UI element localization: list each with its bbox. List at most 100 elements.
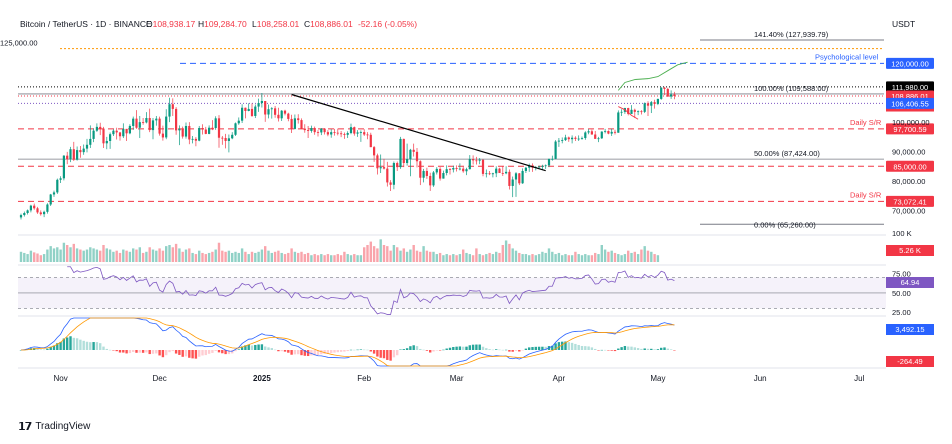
x-tick-label: May (650, 374, 665, 383)
candle-body (340, 133, 343, 135)
volume-bar (158, 248, 161, 262)
volume-bar (224, 251, 227, 262)
candle-body (379, 167, 382, 169)
macd-hist-bar (508, 350, 511, 352)
candle-body (280, 110, 283, 119)
macd-hist-bar (646, 348, 650, 350)
macd-hist-bar (155, 350, 158, 354)
candle-body (241, 107, 244, 121)
macd-hist-bar (594, 348, 597, 350)
volume-bar (584, 254, 587, 262)
candle-body (128, 125, 131, 134)
volume-bar (257, 251, 260, 262)
macd-hist-bar (346, 350, 349, 352)
macd-hist-bar (554, 343, 557, 350)
candle-body (389, 182, 392, 185)
macd-hist-bar (283, 350, 287, 352)
candle-body (406, 159, 409, 164)
candle-body (161, 133, 164, 138)
volume-bar (580, 255, 584, 262)
volume-bar (643, 246, 646, 262)
candle-body (574, 137, 577, 139)
volume-bar (603, 249, 607, 262)
volume-bar (656, 255, 660, 262)
footer: 𝟭𝟳 TradingView (18, 420, 90, 433)
macd-hist-bar (303, 350, 306, 356)
candle-body (475, 160, 478, 162)
brand-name: TradingView (35, 421, 91, 432)
ohlc-open: O108,938.17 (146, 19, 195, 29)
candle-body (66, 155, 69, 160)
candle-body (468, 159, 471, 170)
volume-bar (419, 251, 422, 262)
candle-body (191, 138, 194, 140)
volume-bar (442, 255, 445, 262)
macd-hist-bar (574, 343, 577, 350)
axis-tag-text-level-106406: 106,406.55 (891, 99, 929, 108)
volume-bar (168, 245, 171, 262)
macd-hist-bar (158, 350, 161, 356)
level-label-fib-141: 141.40% (127,939.79) (754, 30, 829, 39)
volume-bar (221, 250, 224, 262)
volume-bar (600, 245, 603, 262)
candle-body (69, 149, 72, 160)
macd-hist-bar (336, 350, 339, 353)
volume-bar (237, 252, 240, 262)
volume-bar (630, 252, 633, 262)
candle-body (336, 132, 339, 134)
volume-bar (501, 245, 504, 262)
candle-body (260, 100, 263, 104)
macd-hist-bar (580, 345, 584, 350)
volume-bar (613, 252, 617, 262)
volume-bar (620, 255, 623, 262)
candle-body (491, 173, 494, 175)
volume-bar (359, 255, 363, 262)
macd-hist-bar (19, 350, 23, 351)
volume-bar (633, 251, 636, 262)
candle-body (544, 165, 547, 167)
candle-body (59, 178, 62, 180)
macd-hist-bar (250, 345, 254, 350)
x-tick-label: 2025 (253, 374, 271, 383)
level-label-level-125000: 125,000.00 (0, 39, 38, 48)
candle-body (567, 137, 570, 140)
candle-body (366, 134, 369, 136)
volume-bar (310, 255, 313, 262)
candle-body (283, 110, 287, 114)
candle-body (485, 173, 488, 175)
macd-hist-bar (257, 344, 260, 350)
ohlc-change: -52.16 (-0.05%) (358, 19, 417, 29)
macd-hist-bar (379, 350, 382, 358)
macd-hist-bar (475, 344, 478, 350)
volume-last-tag (886, 245, 934, 256)
macd-hist-bar (89, 342, 92, 350)
volume-bar (171, 247, 174, 262)
macd-hist-bar (389, 350, 392, 361)
volume-bar (485, 254, 488, 262)
macd-hist-bar (409, 346, 412, 350)
macd-hist-bar (343, 350, 346, 352)
macd-hist-bar (613, 350, 617, 352)
macd-hist-bar (392, 350, 396, 358)
candle-body (155, 118, 158, 121)
volume-bar (320, 254, 323, 262)
candle-body (109, 134, 112, 141)
volume-bar (587, 255, 590, 262)
macd-hist-bar (442, 349, 445, 351)
macd-last-text: 3,492.15 (895, 325, 924, 334)
volume-bar (561, 255, 564, 262)
axis-tag-daily-sr-97700 (886, 123, 934, 135)
candle-body (264, 100, 267, 115)
candle-body (656, 98, 659, 104)
volume-bar (534, 255, 537, 262)
macd-hist-bar (323, 350, 326, 354)
macd-hist-bar (376, 350, 379, 357)
candle-body (326, 132, 329, 135)
volume-bar (405, 251, 409, 262)
candle-body (590, 131, 593, 135)
volume-bar (151, 249, 155, 262)
volume-bar (99, 250, 102, 262)
macd-hist-bar (353, 349, 356, 351)
volume-bar (617, 254, 620, 262)
